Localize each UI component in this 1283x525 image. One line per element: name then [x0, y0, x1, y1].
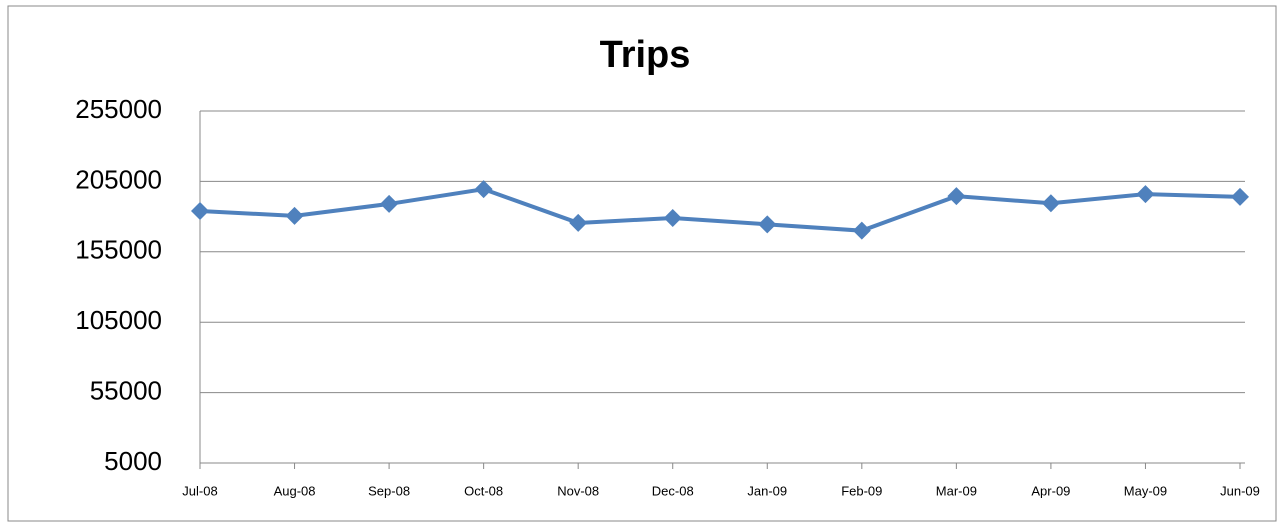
x-tick-label: Jul-08 — [182, 483, 217, 498]
x-tick-label: Dec-08 — [652, 483, 694, 498]
chart-frame — [7, 5, 1277, 522]
y-tick-label: 55000 — [90, 375, 162, 405]
data-point — [380, 194, 399, 213]
x-tick-label: Jan-09 — [747, 483, 787, 498]
x-tick-label: Feb-09 — [841, 483, 882, 498]
x-tick-label: Jun-09 — [1220, 483, 1260, 498]
y-tick-label: 205000 — [75, 164, 162, 194]
data-point — [1136, 185, 1155, 204]
x-tick-label: Oct-08 — [464, 483, 503, 498]
data-point — [852, 221, 871, 240]
x-tick-label: Nov-08 — [557, 483, 599, 498]
x-tick-label: Mar-09 — [936, 483, 977, 498]
x-tick-label: Aug-08 — [274, 483, 316, 498]
data-point — [758, 215, 777, 234]
x-tick-label: Apr-09 — [1031, 483, 1070, 498]
data-point — [1231, 187, 1249, 206]
data-point — [569, 213, 588, 232]
series-line — [199, 187, 1241, 233]
data-point — [285, 206, 304, 225]
y-tick-label: 255000 — [75, 94, 162, 124]
y-tick-label: 105000 — [75, 305, 162, 335]
x-tick-label: May-09 — [1124, 483, 1167, 498]
y-tick-label: 155000 — [75, 235, 162, 265]
data-point — [1041, 194, 1060, 213]
data-point — [191, 201, 209, 220]
chart-title: Trips — [600, 34, 691, 76]
data-point — [663, 209, 682, 228]
x-tick-label: Sep-08 — [368, 483, 410, 498]
data-point — [474, 180, 493, 199]
data-point — [947, 187, 966, 206]
y-tick-label: 5000 — [104, 446, 162, 476]
